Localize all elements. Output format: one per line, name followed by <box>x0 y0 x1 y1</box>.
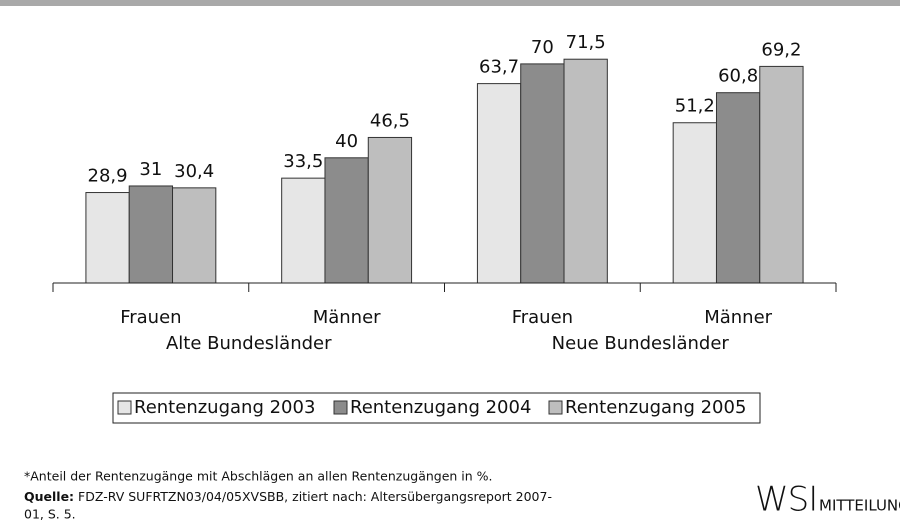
value-label: 63,7 <box>479 57 519 78</box>
bar <box>672 122 717 284</box>
value-label: 40 <box>335 131 358 152</box>
source-line: 01, S. 5. <box>24 507 76 522</box>
value-label: 70 <box>531 37 554 58</box>
legend-swatch <box>548 400 563 415</box>
source: Quelle: FDZ-RV SUFRTZN03/04/05XVSBB, zit… <box>24 489 552 504</box>
value-label: 71,5 <box>566 32 606 53</box>
legend-swatch <box>117 400 132 415</box>
bar <box>563 58 608 284</box>
value-label: 51,2 <box>675 96 715 117</box>
bar <box>172 187 217 284</box>
bar <box>715 92 761 284</box>
value-label: 46,5 <box>370 110 410 131</box>
top-band <box>0 0 900 6</box>
value-label: 28,9 <box>88 166 128 187</box>
bar <box>85 192 130 284</box>
legend-box <box>112 392 761 424</box>
bar <box>324 157 369 284</box>
legend-label: Rentenzugang 2004 <box>350 397 531 418</box>
value-label: 69,2 <box>761 39 801 60</box>
bar <box>476 83 522 284</box>
footnote: *Anteil der Rentenzugänge mit Abschlägen… <box>24 469 493 484</box>
logo-main: WSI <box>755 480 817 520</box>
legend-swatch <box>333 400 348 415</box>
source-line: FDZ-RV SUFRTZN03/04/05XVSBB, zitiert nac… <box>78 489 552 504</box>
x-tick-label: Frauen <box>120 307 181 328</box>
logo-sub: MITTEILUNGEN <box>819 497 900 515</box>
group-label: Alte Bundesländer <box>166 333 332 354</box>
legend-label: Rentenzugang 2003 <box>134 397 315 418</box>
bar <box>281 177 326 284</box>
x-tick-label: Frauen <box>512 307 573 328</box>
group-label: Neue Bundesländer <box>552 333 730 354</box>
value-label: 33,5 <box>283 151 323 172</box>
bar <box>128 185 174 284</box>
bar <box>759 65 804 284</box>
value-label: 30,4 <box>174 161 214 182</box>
bar <box>367 136 413 284</box>
legend-label: Rentenzugang 2005 <box>565 397 746 418</box>
source-label: Quelle: <box>24 489 74 504</box>
x-tick-label: Männer <box>704 307 772 328</box>
x-tick-label: Männer <box>313 307 381 328</box>
value-label: 31 <box>139 159 162 180</box>
value-label: 60,8 <box>718 66 758 87</box>
bar <box>520 63 565 284</box>
